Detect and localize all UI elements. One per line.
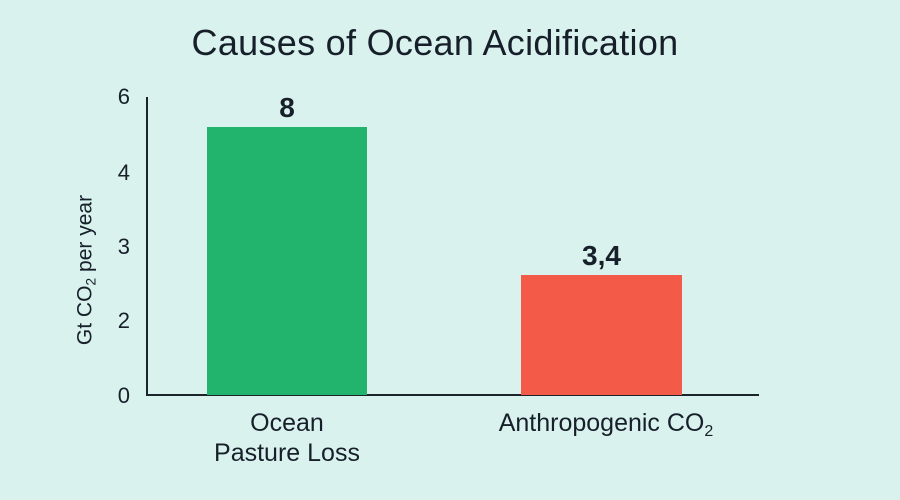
y-tick-2: 2 — [117, 308, 130, 333]
y-tick-3: 3 — [117, 234, 130, 259]
bar-value-anthropogenic-co2: 3,4 — [582, 240, 621, 271]
x-category-anthropogenic-co2: Anthropogenic CO2 — [498, 409, 714, 440]
y-axis-line — [146, 97, 148, 396]
bar-ocean-pasture-loss — [207, 127, 367, 395]
x-axis-line — [146, 394, 759, 396]
bar-anthropogenic-co2 — [521, 275, 682, 395]
y-tick-6: 6 — [117, 84, 130, 109]
y-axis-label: Gt CO2 per year — [73, 194, 99, 346]
chart-title: Causes of Ocean Acidification — [191, 22, 679, 63]
y-tick-4: 4 — [117, 160, 130, 185]
x-category-ocean-pasture-loss: Ocean Pasture Loss — [214, 409, 360, 467]
bar-value-ocean-pasture-loss: 8 — [279, 92, 295, 123]
y-tick-0: 0 — [117, 383, 130, 408]
